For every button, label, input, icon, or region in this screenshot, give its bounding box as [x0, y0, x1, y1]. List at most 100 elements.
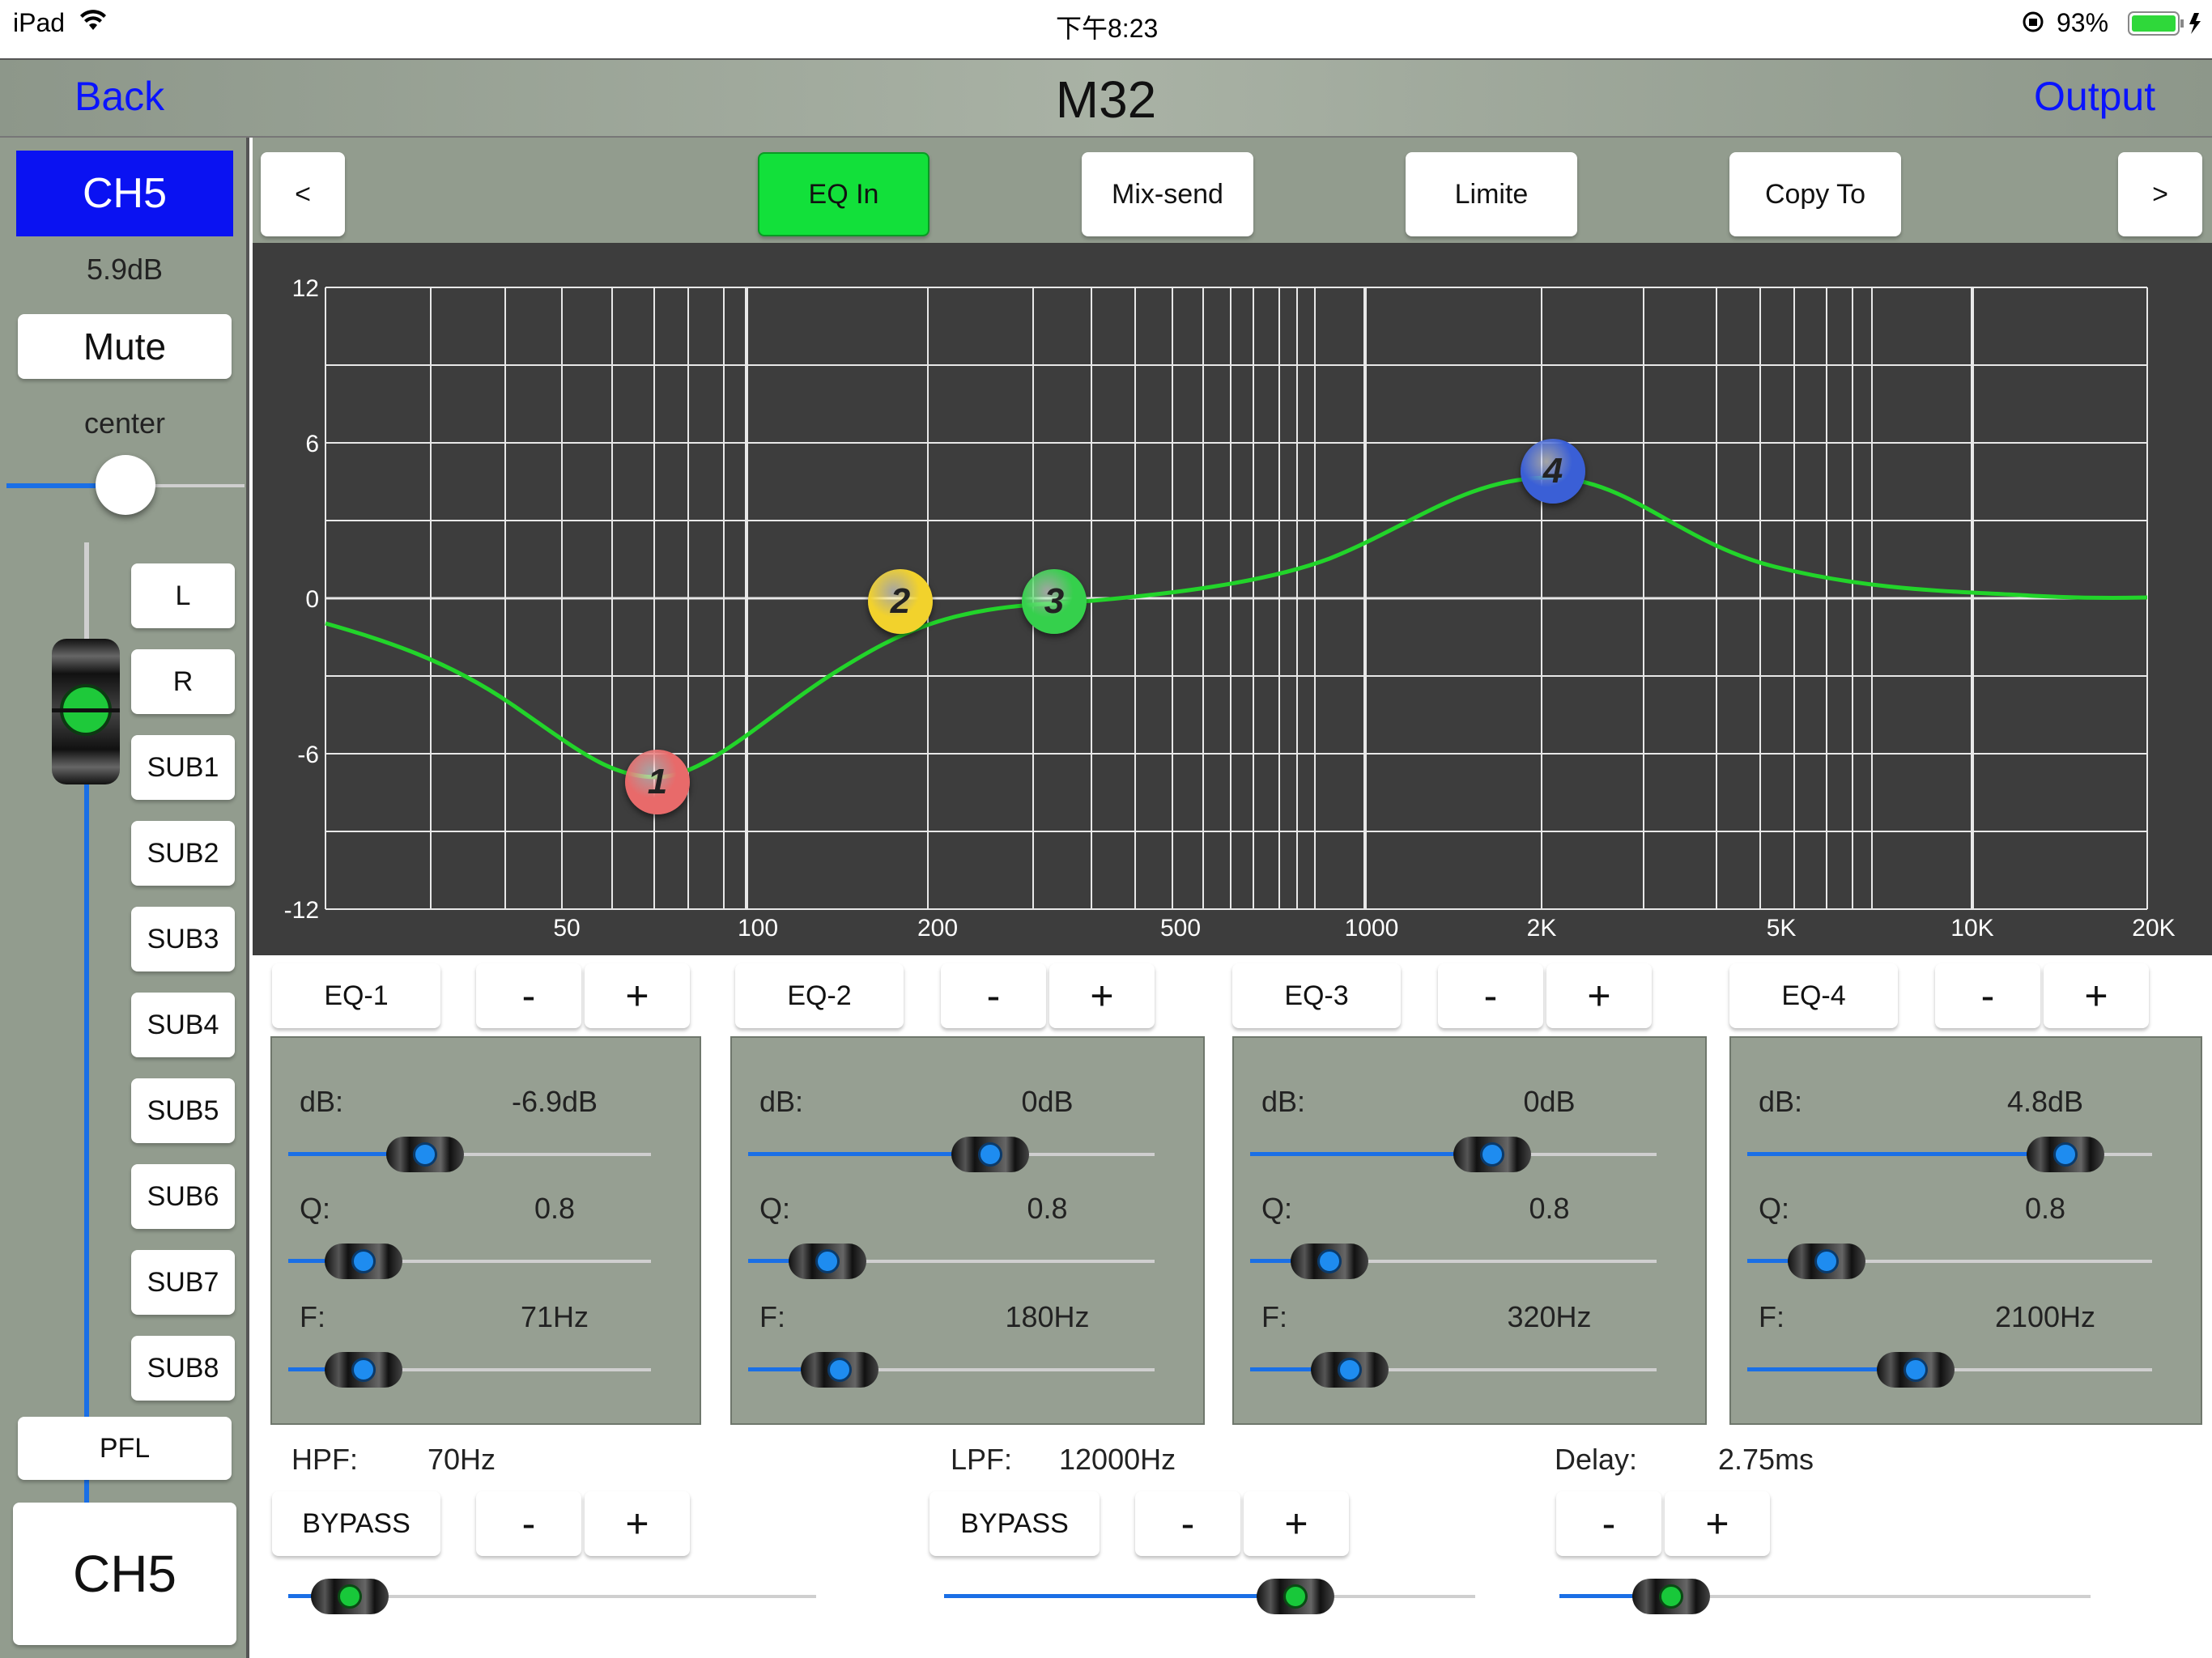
eq-1-f-slider-track[interactable]	[288, 1368, 651, 1371]
eq-node-1[interactable]: 1	[625, 750, 690, 814]
x-tick-1000: 1000	[1345, 915, 1399, 942]
tab-copy-to[interactable]: Copy To	[1729, 152, 1901, 236]
x-tick-200: 200	[917, 915, 958, 942]
eq-node-2[interactable]: 2	[868, 569, 933, 634]
battery-icon	[2128, 11, 2206, 42]
next-page-button[interactable]: >	[2118, 152, 2202, 236]
y-tick-0: 0	[305, 586, 319, 613]
tab-mix-send[interactable]: Mix-send	[1082, 152, 1253, 236]
eq-1-plus-button[interactable]: +	[585, 963, 690, 1028]
eq-1-q-slider-track[interactable]	[288, 1260, 651, 1263]
eq-2-q-slider-track[interactable]	[748, 1260, 1155, 1263]
eq-1-f-slider-thumb[interactable]	[325, 1352, 402, 1388]
eq-3-f-slider-track[interactable]	[1250, 1368, 1657, 1371]
eq-4-db-slider-thumb[interactable]	[2027, 1137, 2104, 1172]
channel-name-display[interactable]: CH5	[13, 1503, 236, 1645]
x-tick-20k: 20K	[2132, 915, 2175, 942]
route-button-sub6[interactable]: SUB6	[131, 1164, 235, 1229]
battery-percent: 93%	[2057, 8, 2109, 37]
hpf-slider-fill	[288, 1594, 319, 1598]
eq-4-plus-button[interactable]: +	[2044, 963, 2149, 1028]
eq-3-q-slider-track[interactable]	[1250, 1260, 1657, 1263]
back-button[interactable]: Back	[74, 74, 165, 119]
eq-3-q-slider-fill	[1250, 1259, 1299, 1263]
route-button-sub4[interactable]: SUB4	[131, 993, 235, 1057]
eq-3-select-button[interactable]: EQ-3	[1232, 963, 1401, 1028]
delay-plus-button[interactable]: +	[1665, 1491, 1770, 1556]
route-button-sub1[interactable]: SUB1	[131, 735, 235, 800]
y-tick-6: 6	[305, 431, 319, 457]
eq-1-panel: dB: -6.9dB Q: 0.8 F: 71Hz	[270, 1036, 701, 1425]
lpf-minus-button[interactable]: -	[1135, 1491, 1240, 1556]
eq-4-db-value: 4.8dB	[2006, 1085, 2084, 1118]
eq-1-minus-button[interactable]: -	[476, 963, 581, 1028]
eq-3-plus-button[interactable]: +	[1546, 963, 1652, 1028]
lpf-plus-button[interactable]: +	[1244, 1491, 1349, 1556]
tab-limite[interactable]: Limite	[1406, 152, 1577, 236]
eq-1-db-slider-thumb[interactable]	[386, 1137, 464, 1172]
eq-3-q-slider-thumb[interactable]	[1291, 1244, 1368, 1279]
route-button-sub3[interactable]: SUB3	[131, 907, 235, 971]
eq-node-4-label: 4	[1542, 451, 1563, 491]
delay-slider-thumb[interactable]	[1632, 1579, 1710, 1614]
route-button-sub8[interactable]: SUB8	[131, 1336, 235, 1401]
eq-4-minus-button[interactable]: -	[1935, 963, 2040, 1028]
eq-2-f-slider-track[interactable]	[748, 1368, 1155, 1371]
pan-label: center	[83, 406, 166, 440]
eq-1-db-slider-track[interactable]	[288, 1153, 651, 1156]
hpf-slider-track[interactable]	[288, 1595, 816, 1598]
eq-4-f-slider-thumb[interactable]	[1877, 1352, 1955, 1388]
eq-4-db-slider-fill	[1747, 1152, 2035, 1156]
eq-1-q-slider-fill	[288, 1259, 333, 1263]
eq-1-select-button[interactable]: EQ-1	[272, 963, 440, 1028]
channel-label[interactable]: CH5	[16, 151, 233, 236]
channel-strip: CH5 5.9dB Mute center L R SUB1 SUB2 SUB3…	[0, 138, 249, 1658]
hpf-minus-button[interactable]: -	[476, 1491, 581, 1556]
eq-1-f-slider-fill	[288, 1367, 333, 1371]
mute-button[interactable]: Mute	[18, 314, 232, 379]
eq-4-q-slider-track[interactable]	[1747, 1260, 2152, 1263]
eq-4-select-button[interactable]: EQ-4	[1729, 963, 1898, 1028]
eq-graph[interactable]: 12 6 0 -6 -12 50 100 200 500 1000 2K 5K …	[253, 243, 2212, 955]
eq-3-f-slider-thumb[interactable]	[1311, 1352, 1389, 1388]
eq-2-db-slider-thumb[interactable]	[951, 1137, 1029, 1172]
eq-3-minus-button[interactable]: -	[1438, 963, 1543, 1028]
hpf-slider-thumb[interactable]	[311, 1579, 389, 1614]
x-tick-5k: 5K	[1767, 915, 1797, 942]
eq-4-q-slider-thumb[interactable]	[1788, 1244, 1865, 1279]
eq-grid	[325, 287, 2148, 910]
eq-node-4[interactable]: 4	[1521, 439, 1585, 504]
eq-2-q-slider-thumb[interactable]	[789, 1244, 866, 1279]
route-button-sub2[interactable]: SUB2	[131, 821, 235, 886]
eq-1-q-slider-thumb[interactable]	[325, 1244, 402, 1279]
eq-3-q-value: 0.8	[1529, 1192, 1570, 1225]
route-button-r[interactable]: R	[131, 649, 235, 714]
route-button-sub5[interactable]: SUB5	[131, 1078, 235, 1143]
delay-minus-button[interactable]: -	[1556, 1491, 1661, 1556]
fader-knob[interactable]	[52, 638, 120, 784]
hpf-bypass-button[interactable]: BYPASS	[272, 1491, 440, 1556]
pfl-button[interactable]: PFL	[18, 1417, 232, 1480]
tab-eq-in[interactable]: EQ In	[758, 152, 929, 236]
lpf-bypass-button[interactable]: BYPASS	[929, 1491, 1100, 1556]
route-button-sub7[interactable]: SUB7	[131, 1250, 235, 1315]
clock: 下午8:23	[1056, 14, 1159, 43]
eq-node-3-label: 3	[1044, 581, 1065, 621]
hpf-plus-button[interactable]: +	[585, 1491, 690, 1556]
lpf-slider-thumb[interactable]	[1257, 1579, 1334, 1614]
delay-slider-track[interactable]	[1559, 1595, 2091, 1598]
eq-2-minus-button[interactable]: -	[941, 963, 1046, 1028]
rotation-lock-icon	[2021, 10, 2045, 40]
eq-1-db-value: -6.9dB	[511, 1085, 598, 1118]
eq-node-3[interactable]: 3	[1022, 569, 1087, 634]
output-button[interactable]: Output	[2034, 74, 2156, 119]
eq-2-f-slider-thumb[interactable]	[801, 1352, 878, 1388]
eq-4-q-value: 0.8	[2024, 1192, 2066, 1225]
eq-2-select-button[interactable]: EQ-2	[735, 963, 904, 1028]
pan-slider-thumb[interactable]	[96, 455, 155, 515]
prev-page-button[interactable]: <	[261, 152, 345, 236]
route-button-l[interactable]: L	[131, 563, 235, 628]
eq-3-db-slider-thumb[interactable]	[1453, 1137, 1531, 1172]
eq-2-plus-button[interactable]: +	[1049, 963, 1155, 1028]
eq-4-q-label: Q:	[1759, 1192, 1790, 1225]
